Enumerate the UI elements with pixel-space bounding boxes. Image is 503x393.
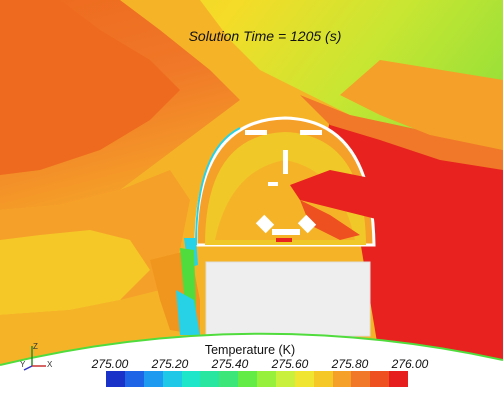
colorbar-segment [332, 371, 352, 387]
legend-tick: 275.20 [151, 357, 189, 371]
axis-label-y: Y [20, 360, 26, 369]
colorbar-segment [313, 371, 333, 387]
legend-tick: 276.00 [391, 357, 429, 371]
colorbar-segment [257, 371, 276, 387]
colorbar-segment [238, 371, 257, 387]
colorbar-segment [370, 371, 390, 387]
legend-tick: 275.40 [211, 357, 249, 371]
colorbar-segment [219, 371, 239, 387]
colorbar-segment [181, 371, 201, 387]
colorbar-segment [124, 371, 144, 387]
colorbar-segment [294, 371, 314, 387]
solution-time-label: Solution Time = 1205 (s) [188, 28, 342, 44]
axis-label-x: X [47, 360, 53, 369]
legend-tick: 275.00 [91, 357, 129, 371]
colorbar-segment [106, 371, 125, 387]
temperature-colorbar [106, 371, 408, 387]
legend-tick: 275.80 [331, 357, 369, 371]
axis-label-z: Z [33, 342, 38, 351]
colorbar-segment [200, 371, 220, 387]
colorbar-segment [162, 371, 182, 387]
legend-title: Temperature (K) [204, 343, 296, 357]
colorbar-segment [275, 371, 295, 387]
colorbar-segment [389, 371, 408, 387]
axis-triad-icon [23, 346, 46, 371]
colorbar-segment [351, 371, 371, 387]
legend-tick: 275.60 [271, 357, 309, 371]
colorbar-segment [143, 371, 163, 387]
